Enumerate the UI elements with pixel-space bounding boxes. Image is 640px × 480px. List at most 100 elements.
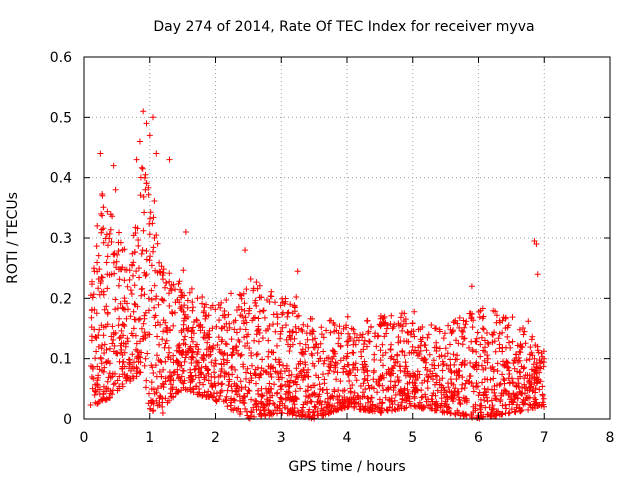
- data-point: [514, 342, 521, 349]
- data-point: [129, 351, 136, 358]
- data-point: [135, 237, 142, 243]
- data-point: [114, 377, 121, 384]
- data-point: [349, 382, 356, 388]
- data-point: [286, 383, 293, 390]
- data-point: [456, 372, 463, 379]
- data-point: [535, 402, 542, 409]
- data-point: [228, 395, 235, 402]
- data-point: [255, 338, 262, 345]
- y-tick-label: 0.1: [50, 352, 72, 368]
- data-point: [302, 359, 308, 366]
- data-point: [250, 404, 257, 411]
- data-point: [479, 379, 486, 386]
- data-point: [447, 356, 454, 363]
- data-point: [285, 341, 291, 348]
- data-point: [453, 337, 459, 344]
- data-point: [266, 322, 273, 329]
- data-point: [247, 276, 254, 282]
- data-point: [258, 412, 265, 419]
- data-point: [326, 409, 333, 416]
- data-point: [414, 368, 421, 375]
- data-point: [256, 282, 263, 289]
- data-point: [324, 355, 330, 362]
- data-point: [170, 322, 177, 329]
- data-point: [222, 340, 229, 347]
- data-point: [234, 374, 241, 381]
- y-tick-label: 0.3: [50, 231, 72, 247]
- data-point: [194, 351, 200, 358]
- data-point: [337, 378, 344, 385]
- data-point: [299, 350, 306, 357]
- data-point: [451, 369, 458, 376]
- data-point: [406, 372, 413, 379]
- data-point: [272, 407, 279, 414]
- data-point: [207, 392, 214, 398]
- data-point: [233, 406, 240, 413]
- data-point: [253, 302, 260, 309]
- data-point: [168, 287, 175, 294]
- data-point: [237, 292, 244, 299]
- data-point: [159, 403, 166, 410]
- data-point: [366, 338, 373, 345]
- data-point: [180, 308, 187, 315]
- data-point: [279, 295, 286, 302]
- data-point: [130, 308, 137, 315]
- data-point: [90, 375, 97, 382]
- data-point: [130, 272, 136, 279]
- data-point: [178, 373, 185, 380]
- data-point: [460, 317, 467, 324]
- data-point: [293, 365, 300, 372]
- data-point: [271, 381, 278, 388]
- data-point: [285, 309, 292, 316]
- data-point: [536, 386, 543, 393]
- data-point: [258, 385, 265, 392]
- data-point: [491, 411, 498, 417]
- data-point: [184, 327, 191, 334]
- data-point: [475, 392, 482, 399]
- data-point: [351, 404, 358, 411]
- data-point: [200, 381, 207, 388]
- data-point: [443, 403, 450, 410]
- data-point: [312, 404, 319, 410]
- data-point: [392, 406, 399, 413]
- data-point: [221, 312, 228, 319]
- data-point: [457, 400, 463, 406]
- data-point: [370, 376, 377, 383]
- data-point: [445, 366, 452, 372]
- data-point: [198, 364, 205, 371]
- data-point: [100, 391, 107, 398]
- data-point: [246, 388, 253, 394]
- data-point: [208, 359, 215, 366]
- data-point: [372, 403, 379, 410]
- data-point: [231, 397, 238, 404]
- data-point: [219, 380, 226, 387]
- data-point: [268, 374, 275, 380]
- data-point: [324, 404, 331, 411]
- chart-title: Day 274 of 2014, Rate Of TEC Index for r…: [153, 19, 534, 35]
- data-point: [489, 406, 496, 413]
- data-point: [258, 393, 265, 400]
- data-point: [98, 210, 105, 217]
- data-point: [87, 402, 94, 408]
- data-point: [484, 376, 491, 383]
- data-point: [461, 385, 468, 391]
- data-point: [96, 386, 103, 393]
- data-point: [387, 384, 394, 391]
- data-point: [409, 343, 416, 350]
- data-point: [143, 120, 150, 127]
- data-point: [365, 382, 372, 389]
- data-point: [345, 330, 352, 337]
- data-point: [395, 334, 402, 340]
- data-point: [170, 377, 177, 384]
- data-point: [136, 274, 143, 281]
- data-point: [270, 410, 277, 417]
- data-point: [314, 399, 321, 405]
- data-point: [286, 348, 293, 354]
- data-point: [494, 382, 500, 389]
- data-point: [452, 411, 459, 418]
- data-point: [159, 410, 166, 416]
- data-point: [312, 335, 318, 342]
- data-point: [251, 337, 258, 344]
- data-point: [179, 348, 186, 355]
- data-point: [252, 397, 259, 404]
